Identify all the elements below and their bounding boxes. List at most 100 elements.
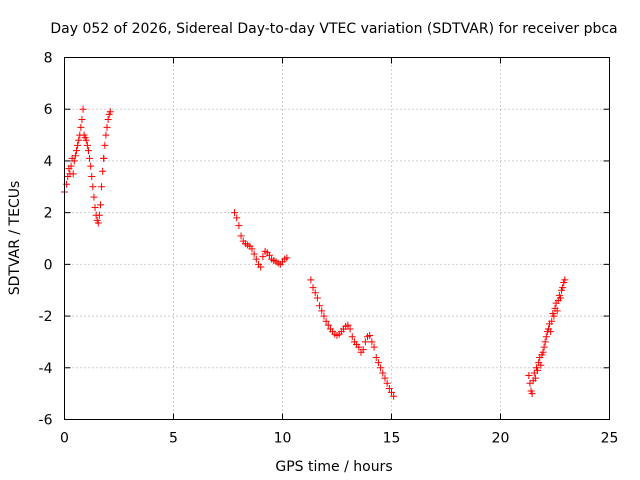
data-point <box>96 201 104 209</box>
data-point <box>252 255 260 263</box>
data-point <box>307 276 315 284</box>
series-pass-5 <box>525 276 569 398</box>
data-point <box>539 348 547 356</box>
data-point <box>74 141 82 149</box>
x-tick-label: 25 <box>601 431 619 447</box>
data-point <box>361 338 369 346</box>
data-point <box>388 388 395 396</box>
y-tick-label: 8 <box>44 51 53 67</box>
grid-lines <box>64 57 610 420</box>
data-point <box>237 232 245 240</box>
data-point <box>82 136 90 144</box>
plot-frame <box>64 57 610 420</box>
data-point <box>71 152 79 160</box>
data-point <box>550 312 558 320</box>
data-point <box>547 328 555 336</box>
data-point <box>377 364 385 372</box>
data-point <box>324 321 332 329</box>
data-point <box>346 325 354 333</box>
series-pass-3 <box>231 209 291 271</box>
data-point <box>84 147 92 155</box>
data-point <box>541 338 549 346</box>
data-point <box>316 302 324 310</box>
data-point <box>95 211 103 219</box>
axis-ticks: 0 5 10 15 20 25 -6 -4 -2 0 2 4 6 8 <box>39 51 619 447</box>
data-point <box>265 251 273 259</box>
data-point <box>383 379 391 387</box>
data-point <box>90 193 98 201</box>
data-point <box>87 162 95 170</box>
data-point <box>100 154 108 162</box>
data-point <box>525 372 533 380</box>
series-pass-2 <box>100 108 114 162</box>
y-tick-label: 4 <box>44 154 53 170</box>
x-axis-label: GPS time / hours <box>275 459 392 475</box>
data-point <box>102 131 110 139</box>
chart-title: Day 052 of 2026, Sidereal Day-to-day VTE… <box>50 21 617 37</box>
x-tick-label: 15 <box>383 431 401 447</box>
data-point <box>537 361 545 369</box>
data-point <box>390 392 398 400</box>
data-point <box>77 123 85 131</box>
y-tick-label: 2 <box>44 206 53 222</box>
y-tick-label: 6 <box>44 102 53 118</box>
y-tick-label: -4 <box>39 361 53 377</box>
data-point <box>79 105 87 113</box>
data-point <box>318 307 326 315</box>
data-point <box>313 294 321 302</box>
data-point <box>248 245 256 253</box>
data-point <box>91 203 99 211</box>
data-point <box>231 209 239 217</box>
x-tick-label: 10 <box>274 431 292 447</box>
data-point <box>78 116 86 124</box>
data-point <box>89 183 97 191</box>
data-point <box>86 154 94 162</box>
data-point <box>103 123 111 131</box>
data-point <box>259 253 267 261</box>
data-point <box>70 157 78 165</box>
data-point <box>366 331 374 339</box>
data-point <box>359 346 367 354</box>
data-point <box>104 116 112 124</box>
data-point <box>561 276 569 284</box>
data-point <box>250 250 258 258</box>
data-point <box>99 167 107 175</box>
x-tick-label: 5 <box>169 431 178 447</box>
data-point <box>98 183 106 191</box>
data-point <box>233 214 241 222</box>
x-tick-label: 0 <box>60 431 69 447</box>
data-point <box>94 219 102 227</box>
data-point <box>67 162 75 170</box>
data-point <box>69 170 77 178</box>
data-points <box>61 105 569 400</box>
data-point <box>540 343 548 351</box>
data-point <box>531 374 539 382</box>
x-tick-label: 20 <box>492 431 510 447</box>
series-pass-1 <box>61 105 108 227</box>
data-point <box>88 172 96 180</box>
data-point <box>311 289 319 297</box>
series-pass-4 <box>307 276 398 400</box>
data-point <box>559 284 567 292</box>
data-point <box>235 222 243 230</box>
data-point <box>372 353 380 361</box>
y-tick-label: 0 <box>44 257 53 273</box>
data-point <box>106 108 114 116</box>
data-point <box>528 390 536 398</box>
data-point <box>355 343 363 351</box>
y-axis-label: SDTVAR / TECUs <box>7 181 23 296</box>
y-tick-label: -6 <box>39 413 53 429</box>
data-point <box>548 317 556 325</box>
data-point <box>374 359 382 367</box>
data-point <box>534 366 542 374</box>
data-point <box>556 294 564 302</box>
data-point <box>368 338 376 346</box>
data-point <box>370 343 378 351</box>
data-point <box>344 321 352 329</box>
data-point <box>83 141 91 149</box>
data-point <box>257 263 265 271</box>
data-point <box>385 384 393 392</box>
y-tick-label: -2 <box>39 309 53 325</box>
data-point <box>309 284 317 292</box>
data-point <box>381 374 389 382</box>
